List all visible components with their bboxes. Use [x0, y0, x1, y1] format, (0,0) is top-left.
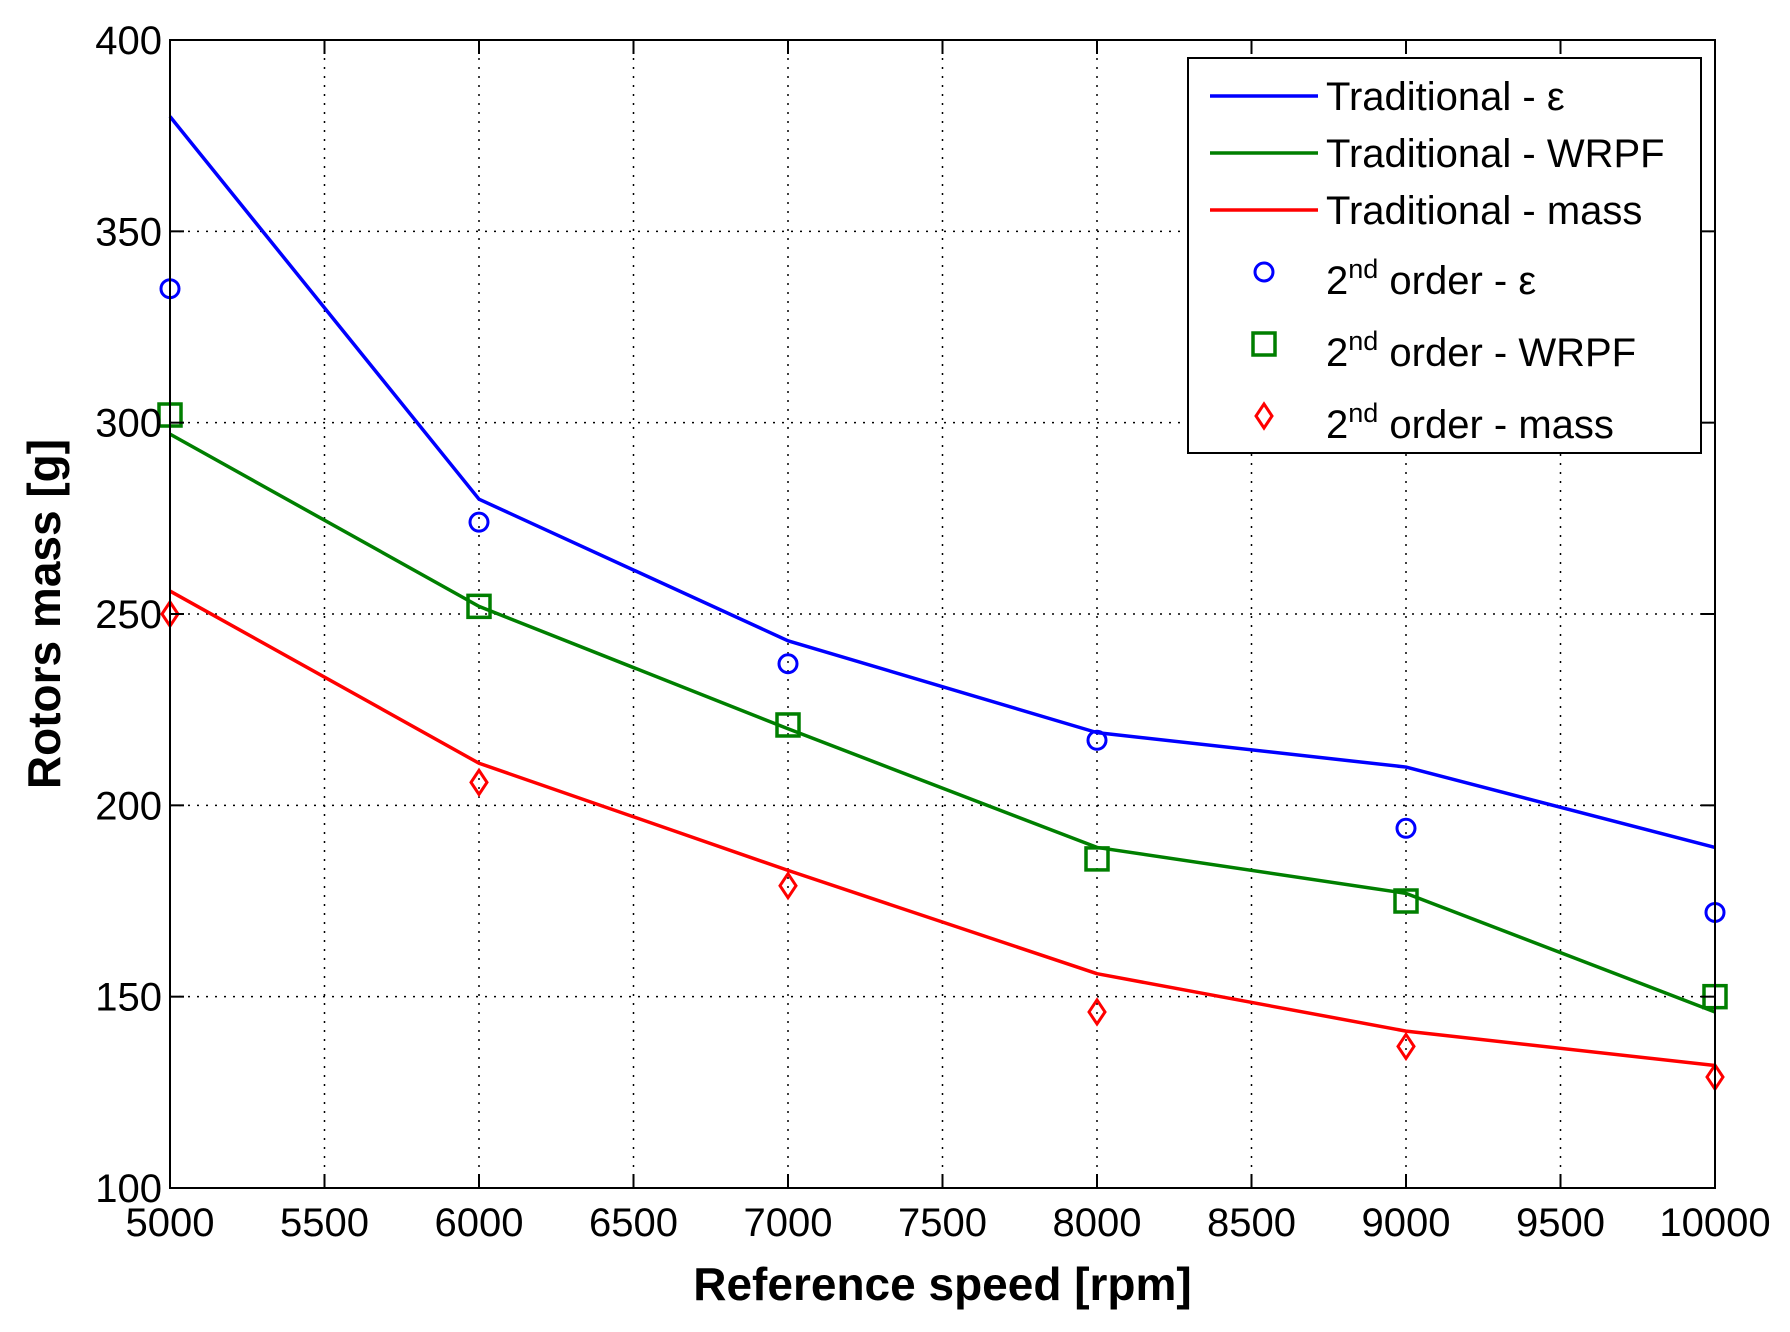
legend-label: Traditional - mass: [1326, 189, 1642, 233]
legend-label: 2nd order - WRPF: [1326, 326, 1636, 375]
x-tick-label: 6500: [589, 1201, 678, 1245]
legend-label: 2nd order - mass: [1326, 398, 1614, 447]
x-tick-label: 5000: [126, 1201, 215, 1245]
series-1: [169, 432, 1716, 1014]
x-tick-label: 9500: [1516, 1201, 1605, 1245]
x-tick-label: 10000: [1659, 1201, 1770, 1245]
data-point-square: [775, 712, 801, 738]
legend-label: 2nd order - ε: [1326, 254, 1536, 303]
x-tick-label: 6000: [435, 1201, 524, 1245]
y-tick-label: 300: [95, 402, 162, 446]
x-tick-label: 7500: [898, 1201, 987, 1245]
data-point-square: [466, 593, 492, 620]
tick-labels: 5000 5500 6000 6500 7000 7500 8000 8500 9000 9500…: [95, 19, 1770, 1245]
data-point-square: [1084, 846, 1110, 872]
y-tick-label: 150: [95, 976, 162, 1020]
series-0: [168, 115, 1716, 850]
legend-label: Traditional - ε: [1326, 75, 1565, 119]
x-tick-label: 9000: [1362, 1201, 1451, 1245]
x-axis-title: Reference speed [rpm]: [693, 1258, 1192, 1310]
data-point-diamond: [1396, 1031, 1416, 1062]
y-tick-label: 250: [95, 593, 162, 637]
y-tick-label: 400: [95, 19, 162, 63]
series-line-0: [168, 115, 1716, 850]
data-point-circle: [1395, 817, 1417, 839]
data-point-square: [1393, 888, 1419, 914]
series-line-2: [169, 589, 1716, 1068]
axis-ticks: [169, 39, 1716, 1189]
series-5: [160, 599, 1725, 1092]
y-tick-label: 350: [95, 210, 162, 254]
y-tick-label: 100: [95, 1167, 162, 1211]
legend-swatch-circle: [1253, 261, 1275, 283]
data-point-diamond: [469, 767, 489, 798]
data-point-diamond: [1087, 997, 1107, 1027]
legend-swatch-square: [1251, 331, 1277, 357]
data-point-diamond: [778, 870, 798, 901]
series-2: [169, 589, 1716, 1068]
x-tick-label: 5500: [280, 1201, 369, 1245]
series-4: [157, 402, 1728, 1010]
series-line-1: [169, 432, 1716, 1014]
legend-box: [1187, 57, 1702, 454]
y-axis-title: Rotors mass [g]: [18, 439, 70, 789]
data-point-circle: [468, 511, 490, 533]
y-tick-label: 200: [95, 784, 162, 828]
legend-swatch-diamond: [1254, 401, 1274, 431]
x-tick-label: 8000: [1053, 1201, 1142, 1245]
legend-label: Traditional - WRPF: [1326, 132, 1665, 176]
data-point-circle: [777, 653, 799, 675]
legend: Traditional - ε Traditional - WRPF Traditi…: [1187, 57, 1702, 454]
data-point-circle: [1086, 729, 1108, 751]
x-tick-label: 7000: [744, 1201, 833, 1245]
x-tick-label: 8500: [1207, 1201, 1296, 1245]
